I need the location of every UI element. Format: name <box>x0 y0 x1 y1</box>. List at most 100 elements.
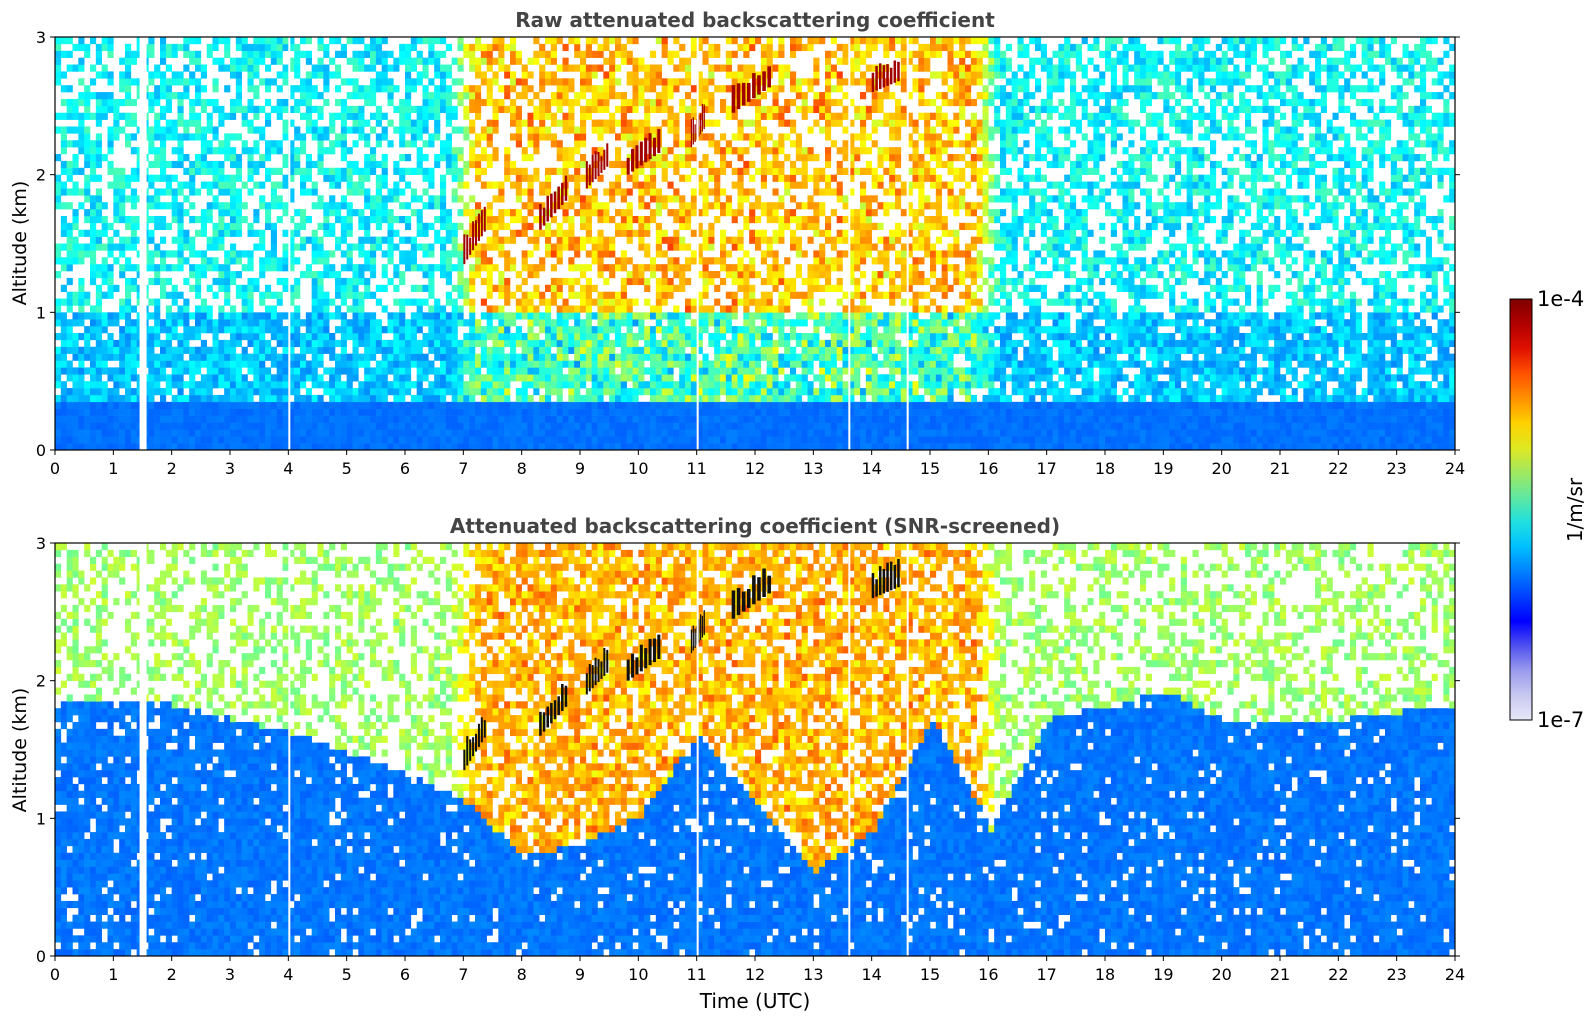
heatmap-cell <box>743 223 749 230</box>
heatmap-cell <box>743 443 749 450</box>
heatmap-cell <box>592 209 598 216</box>
heatmap-cell <box>236 416 242 423</box>
heatmap-cell <box>463 292 469 299</box>
heatmap-cell <box>335 140 341 147</box>
heatmap-cell <box>691 340 697 347</box>
heatmap-cell <box>493 361 499 368</box>
heatmap-cell <box>557 395 563 402</box>
heatmap-cell <box>148 361 154 368</box>
heatmap-cell <box>411 37 417 44</box>
heatmap-cell <box>650 333 656 340</box>
heatmap-cell <box>732 333 738 340</box>
heatmap-cell <box>96 161 102 168</box>
heatmap-cell <box>376 209 382 216</box>
heatmap-cell <box>125 374 131 381</box>
heatmap-cell <box>90 416 96 423</box>
heatmap-cell <box>539 422 545 429</box>
heatmap-cell <box>545 416 551 423</box>
heatmap-cell <box>446 271 452 278</box>
heatmap-cell <box>172 71 178 78</box>
heatmap-cell <box>580 175 586 182</box>
heatmap-cell <box>417 209 423 216</box>
heatmap-cell <box>638 244 644 251</box>
heatmap-cell <box>743 347 749 354</box>
heatmap-cell <box>563 92 569 99</box>
heatmap-cell <box>428 51 434 58</box>
heatmap-cell <box>265 388 271 395</box>
heatmap-cell <box>463 92 469 99</box>
heatmap-cell <box>67 113 73 120</box>
heatmap-cell <box>341 340 347 347</box>
heatmap-cell <box>638 326 644 333</box>
heatmap-cell <box>73 422 79 429</box>
heatmap-cell <box>300 188 306 195</box>
heatmap-cell <box>102 154 108 161</box>
heatmap-cell <box>119 416 125 423</box>
heatmap-cell <box>557 429 563 436</box>
heatmap-cell <box>446 133 452 140</box>
heatmap-cell <box>160 422 166 429</box>
heatmap-cell <box>685 409 691 416</box>
heatmap-cell <box>347 161 353 168</box>
heatmap-cell <box>638 195 644 202</box>
heatmap-cell <box>417 347 423 354</box>
heatmap-cell <box>102 44 108 51</box>
heatmap-cell <box>388 388 394 395</box>
heatmap-cell <box>242 319 248 326</box>
heatmap-cell <box>294 147 300 154</box>
heatmap-cell <box>236 312 242 319</box>
heatmap-cell <box>178 161 184 168</box>
heatmap-cell <box>644 443 650 450</box>
heatmap-cell <box>533 443 539 450</box>
heatmap-cell <box>644 85 650 92</box>
heatmap-cell <box>627 175 633 182</box>
heatmap-cell <box>656 395 662 402</box>
heatmap-cell <box>189 216 195 223</box>
heatmap-cell <box>481 147 487 154</box>
heatmap-cell <box>376 381 382 388</box>
heatmap-cell <box>148 202 154 209</box>
heatmap-cell <box>598 271 604 278</box>
heatmap-cell <box>78 133 84 140</box>
heatmap-cell <box>551 436 557 443</box>
heatmap-cell <box>563 216 569 223</box>
heatmap-cell <box>323 257 329 264</box>
heatmap-cell <box>574 395 580 402</box>
heatmap-cell <box>708 333 714 340</box>
heatmap-cell <box>434 106 440 113</box>
heatmap-cell <box>551 120 557 127</box>
heatmap-cell <box>131 237 137 244</box>
heatmap-cell <box>323 230 329 237</box>
heatmap-cell <box>487 99 493 106</box>
heatmap-cell <box>265 422 271 429</box>
heatmap-cell <box>452 113 458 120</box>
heatmap-cell <box>294 230 300 237</box>
heatmap-cell <box>393 85 399 92</box>
heatmap-cell <box>160 347 166 354</box>
heatmap-cell <box>283 44 289 51</box>
heatmap-cell <box>738 202 744 209</box>
heatmap-cell <box>679 361 685 368</box>
heatmap-cell <box>341 443 347 450</box>
heatmap-cell <box>568 278 574 285</box>
heatmap-cell <box>213 223 219 230</box>
heatmap-cell <box>312 436 318 443</box>
heatmap-cell <box>405 402 411 409</box>
heatmap-cell <box>732 381 738 388</box>
heatmap-cell <box>102 422 108 429</box>
heatmap-cell <box>481 257 487 264</box>
heatmap-cell <box>388 78 394 85</box>
heatmap-cell <box>358 429 364 436</box>
heatmap-cell <box>475 319 481 326</box>
heatmap-cell <box>440 92 446 99</box>
heatmap-cell <box>417 161 423 168</box>
heatmap-cell <box>393 58 399 65</box>
heatmap-cell <box>446 326 452 333</box>
heatmap-cell <box>125 78 131 85</box>
heatmap-cell <box>551 361 557 368</box>
heatmap-cell <box>446 354 452 361</box>
heatmap-cell <box>475 37 481 44</box>
heatmap-cell <box>475 326 481 333</box>
heatmap-cell <box>376 409 382 416</box>
heatmap-cell <box>347 443 353 450</box>
